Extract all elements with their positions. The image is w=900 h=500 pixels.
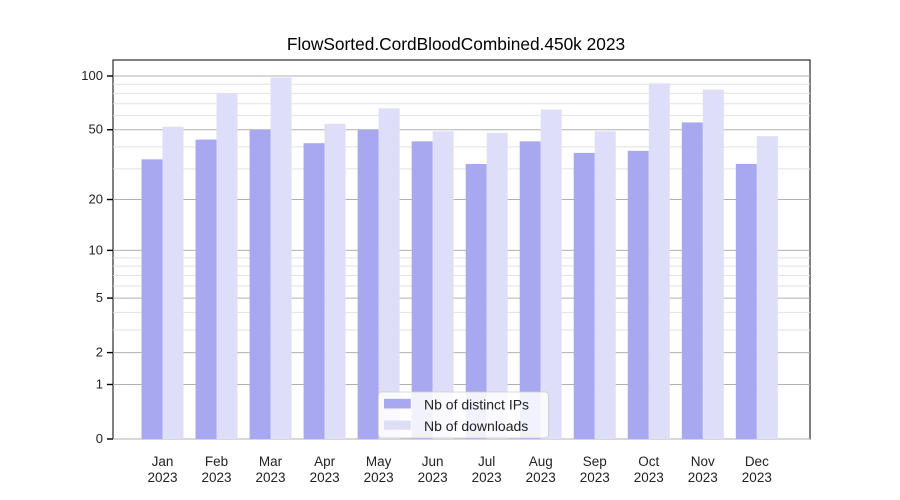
svg-text:10: 10	[89, 242, 103, 257]
svg-text:2: 2	[96, 345, 103, 360]
svg-text:Nov: Nov	[691, 454, 715, 469]
svg-text:Jul: Jul	[478, 454, 495, 469]
svg-text:Sep: Sep	[583, 454, 607, 469]
svg-text:2023: 2023	[147, 470, 177, 485]
svg-text:0: 0	[96, 431, 103, 446]
svg-text:1: 1	[96, 376, 103, 391]
svg-text:Jun: Jun	[422, 454, 444, 469]
svg-text:5: 5	[96, 290, 103, 305]
svg-text:Nb of downloads: Nb of downloads	[424, 418, 528, 434]
svg-text:2023: 2023	[256, 470, 286, 485]
svg-text:2023: 2023	[310, 470, 340, 485]
svg-text:2023: 2023	[418, 470, 448, 485]
svg-text:2023: 2023	[526, 470, 556, 485]
svg-text:2023: 2023	[580, 470, 610, 485]
svg-text:2023: 2023	[364, 470, 394, 485]
svg-text:2023: 2023	[202, 470, 232, 485]
svg-text:Mar: Mar	[259, 454, 283, 469]
svg-text:2023: 2023	[472, 470, 502, 485]
svg-text:2023: 2023	[688, 470, 718, 485]
svg-text:Jan: Jan	[152, 454, 174, 469]
svg-text:Feb: Feb	[205, 454, 228, 469]
svg-text:Dec: Dec	[745, 454, 769, 469]
svg-text:Aug: Aug	[529, 454, 553, 469]
svg-text:100: 100	[81, 68, 103, 83]
svg-text:Oct: Oct	[638, 454, 659, 469]
svg-text:May: May	[366, 454, 392, 469]
svg-text:Nb of distinct IPs: Nb of distinct IPs	[424, 397, 529, 413]
svg-text:2023: 2023	[742, 470, 772, 485]
svg-text:Apr: Apr	[314, 454, 336, 469]
svg-text:2023: 2023	[634, 470, 664, 485]
svg-text:FlowSorted.CordBloodCombined.4: FlowSorted.CordBloodCombined.450k 2023	[287, 34, 625, 54]
svg-text:50: 50	[89, 122, 103, 137]
svg-text:20: 20	[89, 192, 103, 207]
